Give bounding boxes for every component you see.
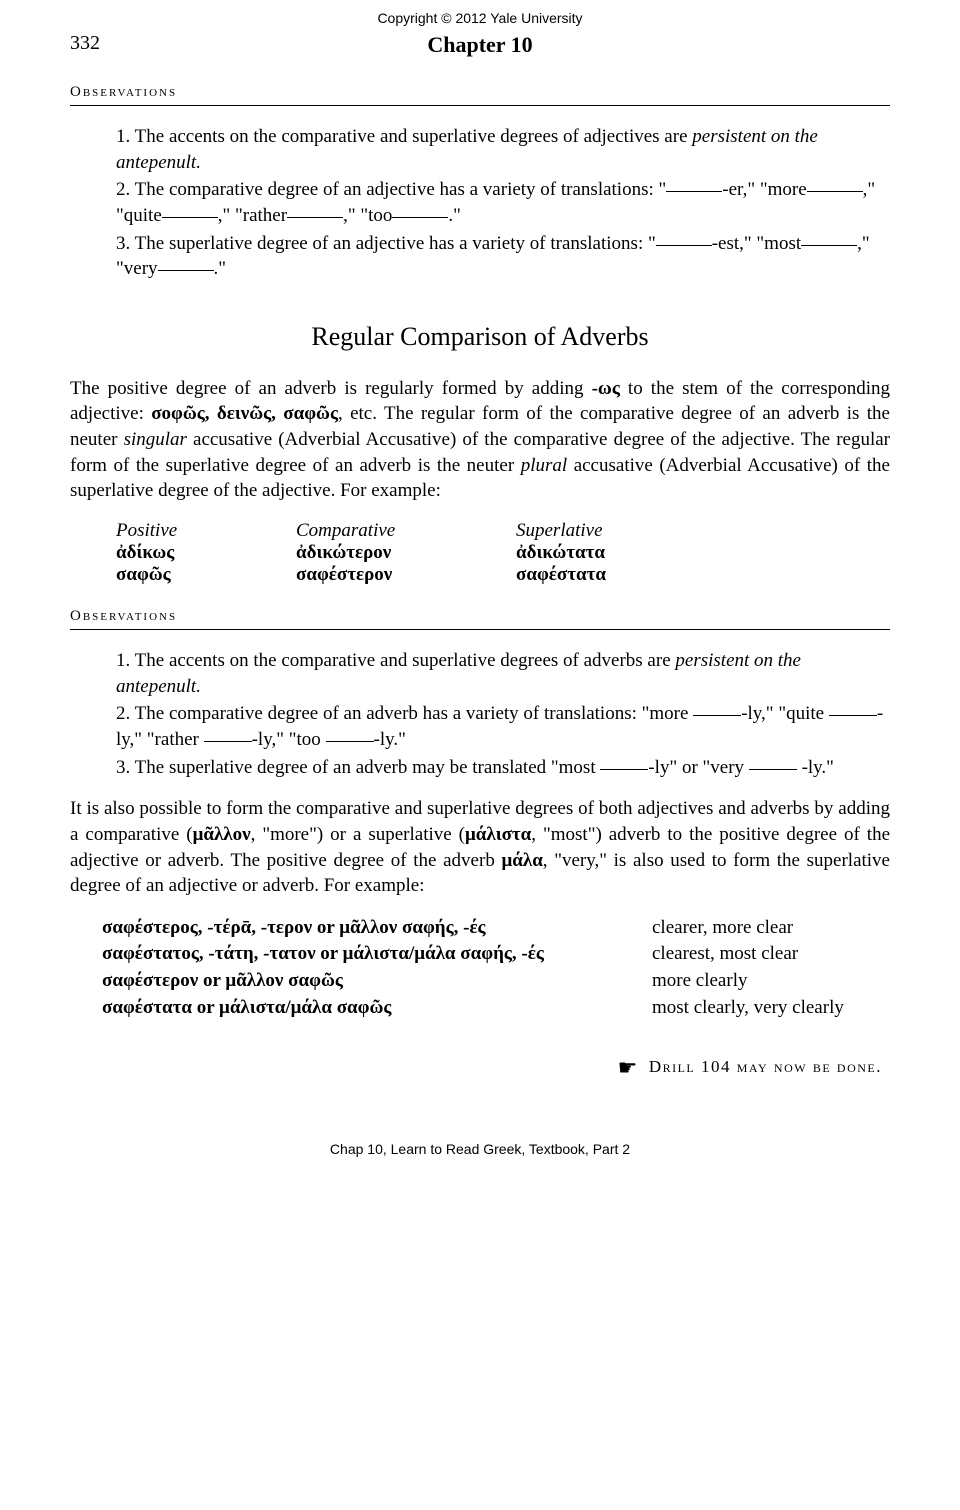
paragraph-2: It is also possible to form the comparat… — [70, 796, 890, 899]
text: 3. The superlative degree of an adverb m… — [116, 757, 600, 778]
cell-right: most clearly, very clearly — [652, 995, 890, 1022]
section-heading: Regular Comparison of Adverbs — [70, 322, 890, 352]
text-bold: μάλα — [501, 850, 542, 871]
cell-left: σαφέστατα or μάλιστα/μάλα σαφῶς — [70, 995, 652, 1022]
page-container: Copyright © 2012 Yale University 332 Cha… — [0, 0, 960, 1187]
cell-right: clearer, more clear — [652, 915, 890, 942]
text: -ly." — [374, 729, 406, 750]
text-italic: plural — [521, 455, 567, 476]
observations-label-1: Observations — [70, 84, 890, 106]
blank — [600, 769, 648, 770]
text: ," "rather — [218, 205, 287, 226]
table-row: σαφέστερος, -τέρᾱ, -τερον or μᾶλλον σαφή… — [70, 915, 890, 942]
footer-line: Chap 10, Learn to Read Greek, Textbook, … — [70, 1141, 890, 1157]
text: ." — [214, 258, 227, 279]
text-bold: μᾶλλον — [193, 824, 251, 845]
cell-left: σαφέστατος, -τάτη, -τατον or μάλιστα/μάλ… — [70, 941, 652, 968]
obs2-item-1: 1. The accents on the comparative and su… — [116, 648, 890, 699]
text: ." — [448, 205, 461, 226]
blank — [807, 191, 863, 192]
text-bold: -ως — [592, 378, 620, 399]
observations-label-2: Observations — [70, 608, 890, 630]
blank — [204, 741, 252, 742]
cell-left: σαφέστερον or μᾶλλον σαφῶς — [70, 968, 652, 995]
text: 3. The superlative degree of an adjectiv… — [116, 233, 656, 254]
col-header: Comparative — [296, 520, 516, 542]
copyright-line: Copyright © 2012 Yale University — [70, 10, 890, 26]
observations-block-1: 1. The accents on the comparative and su… — [70, 124, 890, 282]
blank — [162, 217, 218, 218]
blank — [801, 245, 857, 246]
obs2-item-3: 3. The superlative degree of an adverb m… — [116, 755, 890, 781]
obs2-item-2: 2. The comparative degree of an adverb h… — [116, 701, 890, 752]
blank — [693, 715, 741, 716]
text: ," "too — [343, 205, 392, 226]
page-header: 332 Chapter 10 — [70, 32, 890, 62]
text: , "more") or a superlative ( — [251, 824, 465, 845]
text: -er," "more — [722, 179, 806, 200]
obs1-item-1: 1. The accents on the comparative and su… — [116, 124, 890, 175]
pointing-hand-icon: ☛ — [618, 1055, 639, 1080]
blank — [392, 217, 448, 218]
chapter-title: Chapter 10 — [427, 32, 532, 58]
blank — [326, 741, 374, 742]
text: -ly." — [797, 757, 834, 778]
cell: σαφέστερον — [296, 564, 516, 586]
text: -est," "most — [712, 233, 801, 254]
cell-right: clearest, most clear — [652, 941, 890, 968]
table-row: σαφέστατος, -τάτη, -τατον or μάλιστα/μάλ… — [70, 941, 890, 968]
table-row: σαφῶς σαφέστερον σαφέστατα — [116, 564, 890, 586]
page-number: 332 — [70, 32, 100, 55]
table-row: ἀδίκως ἀδικώτερον ἀδικώτατα — [116, 542, 890, 564]
drill-text: Drill 104 may now be done. — [649, 1057, 882, 1076]
text: -ly," "quite — [741, 703, 829, 724]
table-row: σαφέστατα or μάλιστα/μάλα σαφῶς most cle… — [70, 995, 890, 1022]
paragraph-1: The positive degree of an adverb is regu… — [70, 376, 890, 504]
text: 1. The accents on the comparative and su… — [116, 650, 675, 671]
cell: ἀδικώτατα — [516, 542, 890, 564]
blank — [749, 769, 797, 770]
comparison-table: σαφέστερος, -τέρᾱ, -τερον or μᾶλλον σαφή… — [70, 915, 890, 1021]
cell: σαφέστατα — [516, 564, 890, 586]
text-italic: singular — [124, 429, 187, 450]
blank — [656, 245, 712, 246]
cell-left: σαφέστερος, -τέρᾱ, -τερον or μᾶλλον σαφή… — [70, 915, 652, 942]
cell: σαφῶς — [116, 564, 296, 586]
text: -ly" or "very — [648, 757, 748, 778]
blank — [158, 270, 214, 271]
obs1-item-2: 2. The comparative degree of an adjectiv… — [116, 177, 890, 228]
col-header: Superlative — [516, 520, 890, 542]
blank — [829, 715, 877, 716]
table-row: σαφέστερον or μᾶλλον σαφῶς more clearly — [70, 968, 890, 995]
cell: ἀδίκως — [116, 542, 296, 564]
text: 2. The comparative degree of an adverb h… — [116, 703, 693, 724]
observations-block-2: 1. The accents on the comparative and su… — [70, 648, 890, 780]
table-header-row: Positive Comparative Superlative — [116, 520, 890, 542]
text-bold: μάλιστα — [465, 824, 531, 845]
text: 1. The accents on the comparative and su… — [116, 126, 692, 147]
text: 2. The comparative degree of an adjectiv… — [116, 179, 666, 200]
text-bold: σοφῶς, δεινῶς, σαφῶς — [151, 403, 338, 424]
blank — [666, 191, 722, 192]
cell: ἀδικώτερον — [296, 542, 516, 564]
text: -ly," "too — [252, 729, 326, 750]
cell-right: more clearly — [652, 968, 890, 995]
obs1-item-3: 3. The superlative degree of an adjectiv… — [116, 231, 890, 282]
col-header: Positive — [116, 520, 296, 542]
example-table: Positive Comparative Superlative ἀδίκως … — [70, 520, 890, 586]
blank — [287, 217, 343, 218]
drill-callout: ☛ Drill 104 may now be done. — [70, 1055, 890, 1081]
text: The positive degree of an adverb is regu… — [70, 378, 592, 399]
